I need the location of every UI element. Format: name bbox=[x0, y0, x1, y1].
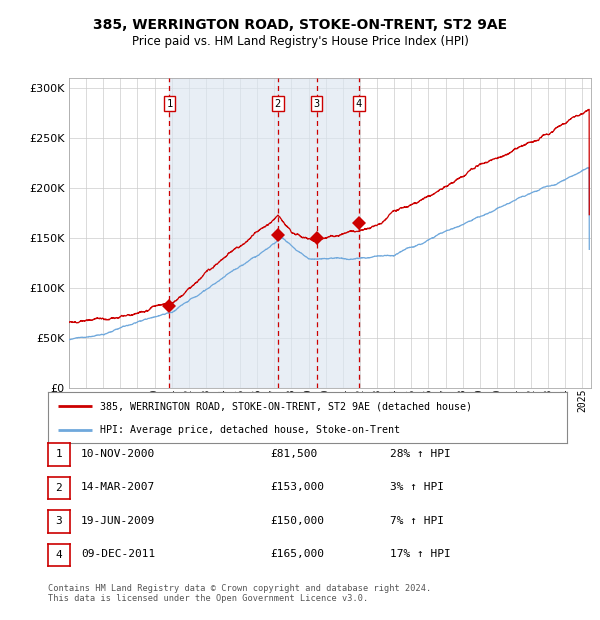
Text: 3: 3 bbox=[55, 516, 62, 526]
Text: 2: 2 bbox=[275, 99, 281, 109]
Text: 09-DEC-2011: 09-DEC-2011 bbox=[81, 549, 155, 559]
Text: 2: 2 bbox=[55, 483, 62, 493]
Text: HPI: Average price, detached house, Stoke-on-Trent: HPI: Average price, detached house, Stok… bbox=[100, 425, 400, 435]
Text: 3% ↑ HPI: 3% ↑ HPI bbox=[390, 482, 444, 492]
Text: 385, WERRINGTON ROAD, STOKE-ON-TRENT, ST2 9AE: 385, WERRINGTON ROAD, STOKE-ON-TRENT, ST… bbox=[93, 18, 507, 32]
Text: 10-NOV-2000: 10-NOV-2000 bbox=[81, 449, 155, 459]
Bar bbox=[278, 78, 359, 388]
Text: 17% ↑ HPI: 17% ↑ HPI bbox=[390, 549, 451, 559]
Text: 3: 3 bbox=[313, 99, 320, 109]
Text: 7% ↑ HPI: 7% ↑ HPI bbox=[390, 516, 444, 526]
Text: Price paid vs. HM Land Registry's House Price Index (HPI): Price paid vs. HM Land Registry's House … bbox=[131, 35, 469, 48]
Text: 385, WERRINGTON ROAD, STOKE-ON-TRENT, ST2 9AE (detached house): 385, WERRINGTON ROAD, STOKE-ON-TRENT, ST… bbox=[100, 401, 472, 411]
Text: 4: 4 bbox=[55, 550, 62, 560]
Text: 14-MAR-2007: 14-MAR-2007 bbox=[81, 482, 155, 492]
Text: 1: 1 bbox=[55, 450, 62, 459]
Text: 4: 4 bbox=[356, 99, 362, 109]
Text: £81,500: £81,500 bbox=[270, 449, 317, 459]
Text: £165,000: £165,000 bbox=[270, 549, 324, 559]
Text: £153,000: £153,000 bbox=[270, 482, 324, 492]
Bar bbox=[169, 78, 278, 388]
Text: 28% ↑ HPI: 28% ↑ HPI bbox=[390, 449, 451, 459]
Text: Contains HM Land Registry data © Crown copyright and database right 2024.
This d: Contains HM Land Registry data © Crown c… bbox=[48, 584, 431, 603]
Text: 1: 1 bbox=[166, 99, 172, 109]
Text: £150,000: £150,000 bbox=[270, 516, 324, 526]
Text: 19-JUN-2009: 19-JUN-2009 bbox=[81, 516, 155, 526]
